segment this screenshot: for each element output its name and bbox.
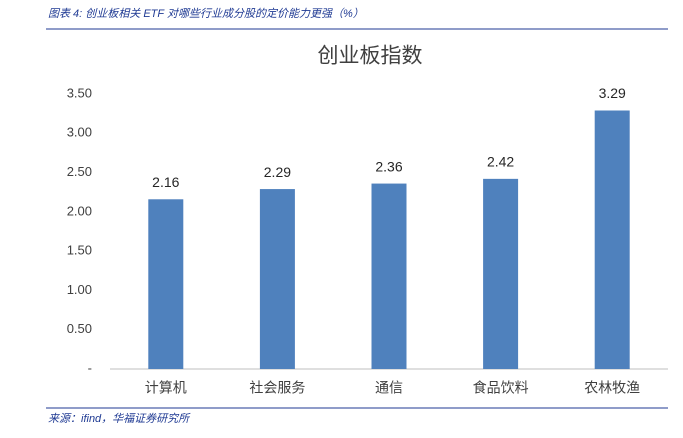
y-tick-label: 3.50 <box>67 85 92 100</box>
y-tick-label: 1.00 <box>67 282 92 297</box>
caption: 图表 4: 创业板相关 ETF 对哪些行业成分股的定价能力更强（%） <box>48 7 364 20</box>
x-tick-label: 计算机 <box>145 380 187 396</box>
y-tick-label: 1.50 <box>67 243 92 258</box>
y-tick-label: 3.00 <box>67 125 92 140</box>
value-label: 3.29 <box>599 85 626 101</box>
bar <box>259 189 295 369</box>
bar <box>483 178 519 369</box>
y-tick-label: 2.00 <box>67 203 92 218</box>
source: 来源：ifind，华福证券研究所 <box>48 412 191 425</box>
x-tick-label: 通信 <box>375 380 403 396</box>
value-label: 2.16 <box>152 174 179 190</box>
bar <box>371 183 407 369</box>
chart-title: 创业板指数 <box>318 45 423 68</box>
y-tick-label: 2.50 <box>67 164 92 179</box>
value-label: 2.29 <box>264 164 291 180</box>
y-tick-label: - <box>88 360 92 375</box>
bar <box>148 199 184 369</box>
x-tick-label: 食品饮料 <box>473 380 529 396</box>
bar <box>594 110 630 369</box>
value-label: 2.42 <box>487 154 514 170</box>
x-tick-label: 社会服务 <box>249 380 305 396</box>
value-label: 2.36 <box>375 158 402 174</box>
x-tick-label: 农林牧渔 <box>584 380 640 396</box>
y-tick-label: 0.50 <box>67 321 92 336</box>
